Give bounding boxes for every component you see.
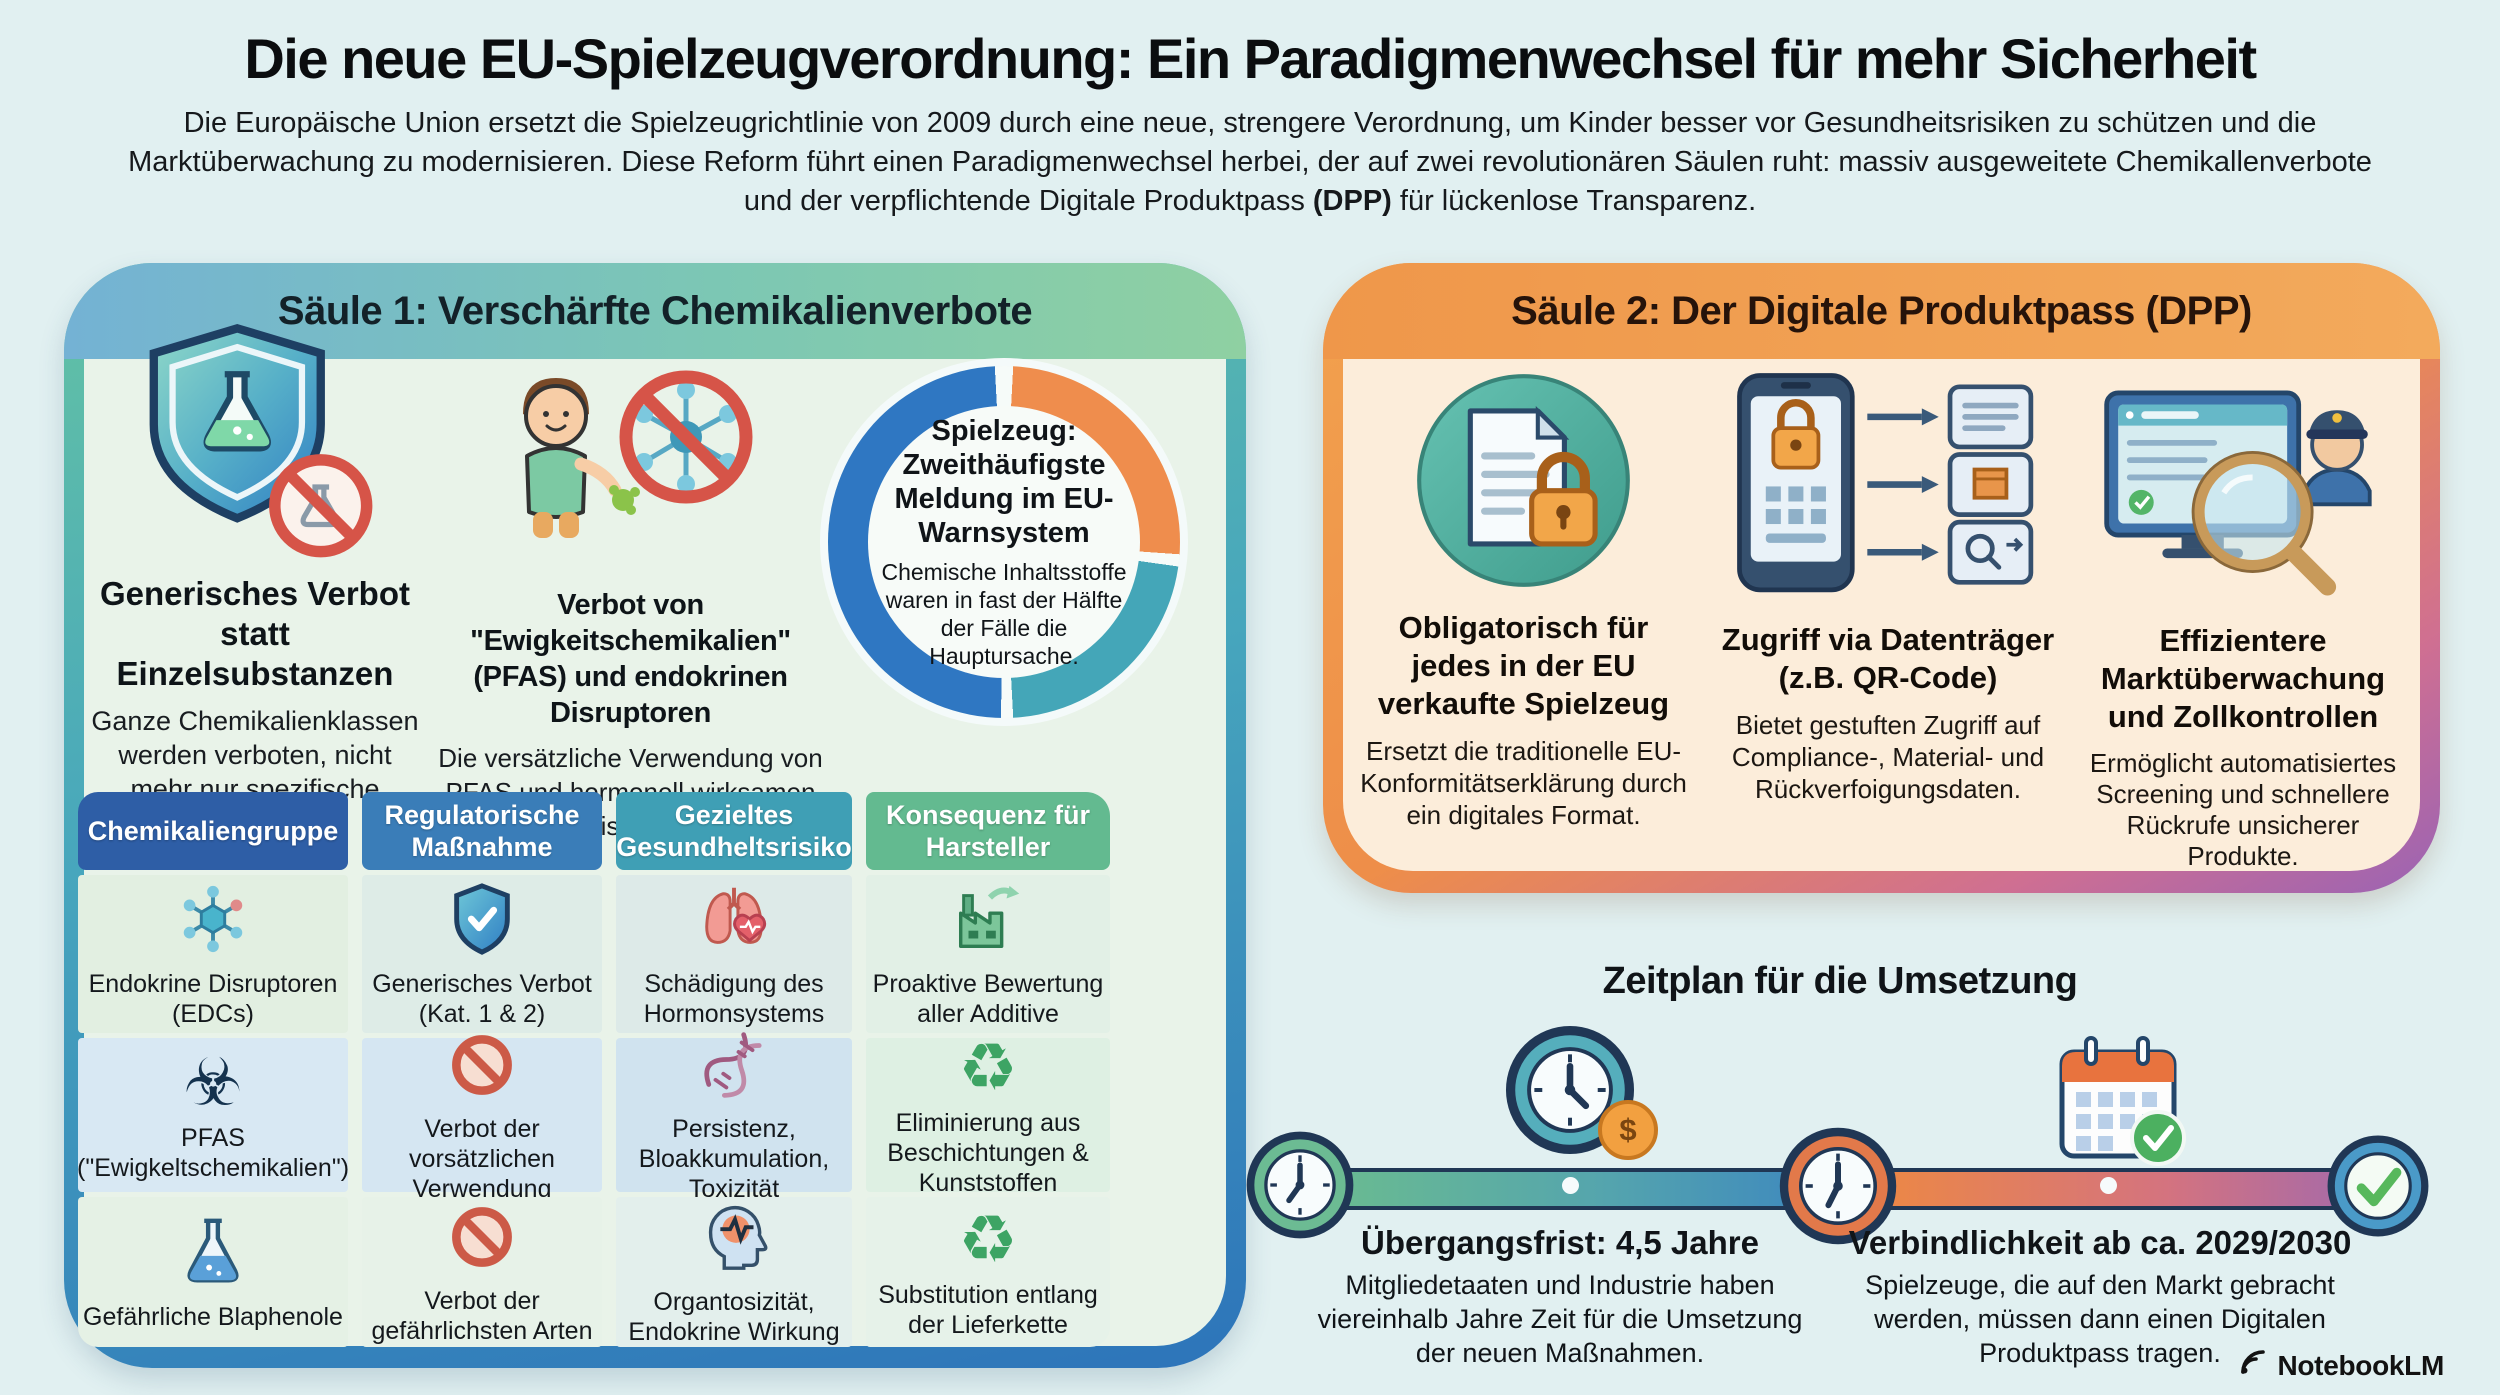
table-cell-text: Verbot der vorsätzlichen Verwendung	[409, 1114, 555, 1203]
table-cell: Organtosizität, Endokrine Wirkung	[616, 1197, 852, 1347]
milestone-heading: Übergangsfrist: 4,5 Jahre	[1361, 1224, 1759, 1261]
child-pfas-ban-icon	[428, 352, 833, 577]
table-cell: Endokrine Disruptoren (EDCs)	[78, 875, 348, 1033]
table-cell: Generisches Verbot (Kat. 1 & 2)	[362, 875, 602, 1033]
shield-check-icon	[443, 880, 521, 963]
page-title: Die neue EU-Spielzeugverordnung: Ein Par…	[244, 27, 2257, 90]
monitor-inspection-icon	[2078, 368, 2408, 608]
pillar1-feature-generic-ban: Generisches Verbot statt Einzelsubstanze…	[90, 320, 420, 840]
table-header-konsequenz: Konsequenz für Harsteller	[866, 792, 1110, 870]
table-cell: Verbot der gefährlichsten Arten	[362, 1197, 602, 1347]
biohazard-icon: ☣	[183, 1045, 243, 1119]
feature-desc: Ersetzt die traditionelle EU-Konformität…	[1360, 736, 1687, 830]
subtitle-text-end: für lückenlose Transparenz.	[1391, 185, 1757, 217]
pillar2-title: Säule 2: Der Digitale Produktpass (DPP)	[1511, 288, 2252, 333]
pillar2-feature-mandatory: Obligatorisch für jedes in der EU verkau…	[1356, 368, 1691, 831]
table-cell: Proaktive Bewertung aller Additive	[866, 875, 1110, 1033]
feature-title: Obligatorisch für jedes in der EU verkau…	[1377, 610, 1670, 721]
no-sign-icon	[444, 1199, 520, 1280]
clock-icon	[1778, 1126, 1898, 1251]
table-cell: ♻ Eliminierung aus Beschichtungen & Kuns…	[866, 1032, 1110, 1197]
stat-title: Spielzeug: Zweithäufigste Meldung im EU-…	[894, 415, 1114, 549]
check-circle-icon	[2326, 1134, 2430, 1243]
recycle-icon: ♻	[958, 1202, 1018, 1276]
milestone-transition: Übergangsfrist: 4,5 Jahre Mitgliedetaate…	[1310, 1224, 1810, 1370]
dollar-badge-icon: $	[1598, 1100, 1658, 1160]
feature-title: Effizientere Marktüberwachung und Zollko…	[2100, 623, 2386, 734]
feature-desc: Ermöglicht automatisiertes Screening und…	[2089, 748, 2397, 871]
feature-desc: Bietet gestuften Zugriff auf Compliance-…	[1731, 710, 2045, 804]
table-cell: Gefährliche Blaphenole	[78, 1197, 348, 1347]
pillar2-feature-qr-access: Zugriff via Datenträger (z.B. QR-Code) B…	[1718, 368, 2058, 805]
table-cell-text: Verbot der gefährlichsten Arten	[371, 1286, 593, 1345]
no-sign-icon	[444, 1027, 520, 1108]
table-header-gesundheitsrisiko: Gezieltes Gesundheltsrisiko	[616, 792, 852, 870]
dna-icon	[696, 1027, 772, 1108]
recycle-icon: ♻	[958, 1030, 1018, 1104]
clock-icon	[1245, 1130, 1355, 1245]
table-cell-text: PFAS ("Ewigkeltschemikalien")	[77, 1124, 350, 1182]
pillar1-feature-pfas-ban: Verbot von "Ewigkeitschemikalien" (PFAS)…	[428, 352, 833, 843]
brand-name: NotebookLM	[2277, 1349, 2444, 1381]
table-cell: ☣ PFAS ("Ewigkeltschemikalien")	[77, 1038, 350, 1192]
table-cell-text: Substitution entlang der Lieferkette	[878, 1281, 1098, 1339]
lungs-heart-icon	[695, 880, 773, 963]
flask-icon	[174, 1213, 252, 1296]
molecule-icon	[174, 880, 252, 963]
table-cell: Schädigung des Hormonsystems	[616, 875, 852, 1033]
table-cell: Verbot der vorsätzlichen Verwendung	[362, 1034, 602, 1203]
milestone-desc: Spielzeuge, die auf den Markt gebracht w…	[1865, 1270, 2335, 1368]
timeline-dot	[1562, 1177, 1579, 1194]
table-cell-text: Endokrine Disruptoren (EDCs)	[88, 969, 338, 1028]
milestone-binding: Verbindlichkeit ab ca. 2029/2030 Spielze…	[1840, 1224, 2360, 1370]
subtitle-text: Die Europäische Union ersetzt die Spielz…	[128, 107, 2372, 217]
document-lock-icon	[1356, 368, 1691, 593]
stat-desc: Chemische Inhaltsstoffe waren in fast de…	[881, 559, 1127, 669]
table-cell-text: Proaktive Bewertung aller Additive	[872, 969, 1104, 1028]
pillar2-feature-surveillance: Effizientere Marktüberwachung und Zollko…	[2078, 368, 2408, 872]
table-cell: Persistenz, Bloakkumulation, Toxizität	[616, 1031, 852, 1203]
timeline-dot	[2100, 1177, 2117, 1194]
table-cell-text: Persistenz, Bloakkumulation, Toxizität	[638, 1114, 830, 1203]
pillar2-header: Säule 2: Der Digitale Produktpass (DPP)	[1323, 263, 2440, 359]
table-header-chemikaliengruppe: Chemikaliengruppe	[78, 792, 348, 870]
pillar1-title: Säule 1: Verschärfte Chemikalienverbote	[277, 288, 1033, 333]
shield-flask-ban-icon	[90, 320, 420, 560]
page-subtitle: Die Europäische Union ersetzt die Spielz…	[100, 104, 2400, 221]
table-header-massnahme: Regulatorische Maßnahme	[362, 792, 602, 870]
table-cell-text: Eliminierung aus Beschichtungen & Kunsts…	[887, 1109, 1089, 1197]
subtitle-dpp-bold: (DPP)	[1312, 185, 1392, 217]
calendar-check-icon	[2050, 1030, 2190, 1175]
feature-title: Zugriff via Datenträger (z.B. QR-Code)	[1721, 622, 2055, 695]
donut-ring-icon: Spielzeug: Zweithäufigste Meldung im EU-…	[828, 366, 1180, 718]
head-pulse-icon	[695, 1198, 773, 1281]
smartphone-data-icon	[1718, 368, 2058, 603]
table-cell-text: Schädigung des Hormonsystems	[643, 969, 825, 1028]
chemical-table: Chemikaliengruppe Regulatorische Maßnahm…	[77, 792, 1110, 1347]
milestone-desc: Mitgliedetaaten und Industrie haben vier…	[1317, 1270, 1803, 1368]
table-cell-text: Gefährliche Blaphenole	[83, 1302, 343, 1331]
factory-arrow-icon	[949, 880, 1027, 963]
timeline-title: Zeitplan für die Umsetzung	[1602, 960, 2078, 1002]
milestone-heading: Verbindlichkeit ab ca. 2029/2030	[1848, 1224, 2352, 1261]
brand-footer: NotebookLM	[2237, 1346, 2444, 1385]
feature-title: Verbot von "Ewigkeitschemikalien" (PFAS)…	[470, 589, 791, 729]
table-cell-text: Generisches Verbot (Kat. 1 & 2)	[372, 969, 592, 1028]
stat-circle: Spielzeug: Zweithäufigste Meldung im EU-…	[868, 406, 1140, 678]
notebooklm-logo-icon	[2237, 1346, 2269, 1385]
table-cell-text: Organtosizität, Endokrine Wirkung	[628, 1287, 840, 1346]
table-cell: ♻ Substitution entlang der Lieferkette	[866, 1197, 1110, 1347]
feature-title: Generisches Verbot statt Einzelsubstanze…	[100, 575, 410, 692]
